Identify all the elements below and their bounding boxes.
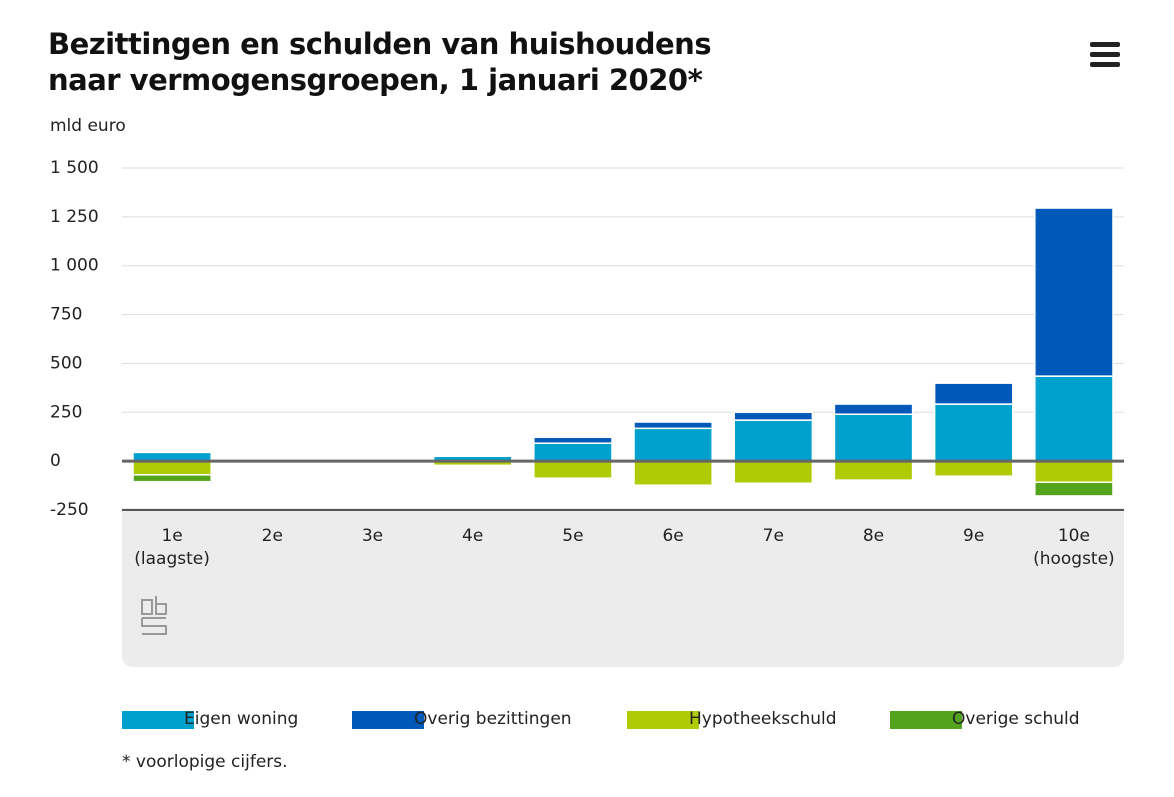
bar: [132, 460, 212, 476]
bar: [833, 460, 914, 481]
bar: [633, 421, 713, 430]
legend-swatch: [627, 711, 699, 729]
bar: [733, 460, 814, 484]
legend-label: Overig bezittingen: [414, 709, 572, 729]
x-tick-label: 9e: [963, 526, 985, 546]
x-tick-label: 4e: [462, 526, 484, 546]
bar: [432, 454, 513, 458]
x-tick-label: 6e: [662, 526, 684, 546]
bar: [933, 382, 1014, 405]
bar: [432, 464, 513, 467]
bar: [1034, 460, 1114, 483]
bar: [1034, 375, 1114, 462]
y-tick-label: 1 250: [50, 207, 99, 227]
legend-swatch: [122, 711, 194, 729]
y-tick-label: 1 000: [50, 256, 99, 276]
x-tick-label: 5e: [562, 526, 584, 546]
bar: [1034, 481, 1114, 497]
legend-swatch: [352, 711, 424, 729]
y-tick-label: 750: [50, 305, 82, 325]
legend-label: Overige schuld: [952, 709, 1080, 729]
bar: [1034, 207, 1114, 377]
y-tick-label: 1 500: [50, 158, 99, 178]
bar: [833, 413, 914, 462]
y-tick-label: 500: [50, 353, 82, 373]
bar: [833, 403, 914, 415]
x-tick-label: 8e: [862, 526, 885, 546]
x-tick-label: 2e: [261, 526, 283, 546]
x-tick-label: 10e (hoogste): [1033, 526, 1115, 569]
x-tick-label: 1e (laagste): [134, 526, 210, 569]
legend-label: Eigen woning: [184, 709, 298, 729]
bar: [633, 460, 713, 486]
bar: [933, 460, 1014, 477]
bar: [533, 460, 613, 479]
bar: [733, 419, 814, 462]
x-tick-label: 3e: [361, 526, 384, 546]
bar: [933, 403, 1014, 462]
y-tick-label: 0: [50, 451, 61, 471]
y-axis-label: mld euro: [50, 116, 126, 136]
footnote: * voorlopige cijfers.: [122, 752, 288, 772]
x-tick-label: 7e: [762, 526, 784, 546]
cbs-logo: [141, 596, 167, 635]
legend-swatch: [890, 711, 962, 729]
chart-title: Bezittingen en schulden van huishoudens …: [48, 27, 712, 97]
bar: [132, 474, 212, 483]
y-tick-label: 250: [50, 402, 82, 422]
bar: [533, 442, 613, 462]
axis-panel: [122, 508, 1124, 667]
menu-icon[interactable]: [1090, 42, 1120, 67]
bar: [533, 436, 613, 444]
y-tick-label: -250: [50, 500, 89, 520]
bar: [633, 427, 713, 462]
legend-label: Hypotheekschuld: [689, 709, 837, 729]
bar: [733, 411, 814, 421]
